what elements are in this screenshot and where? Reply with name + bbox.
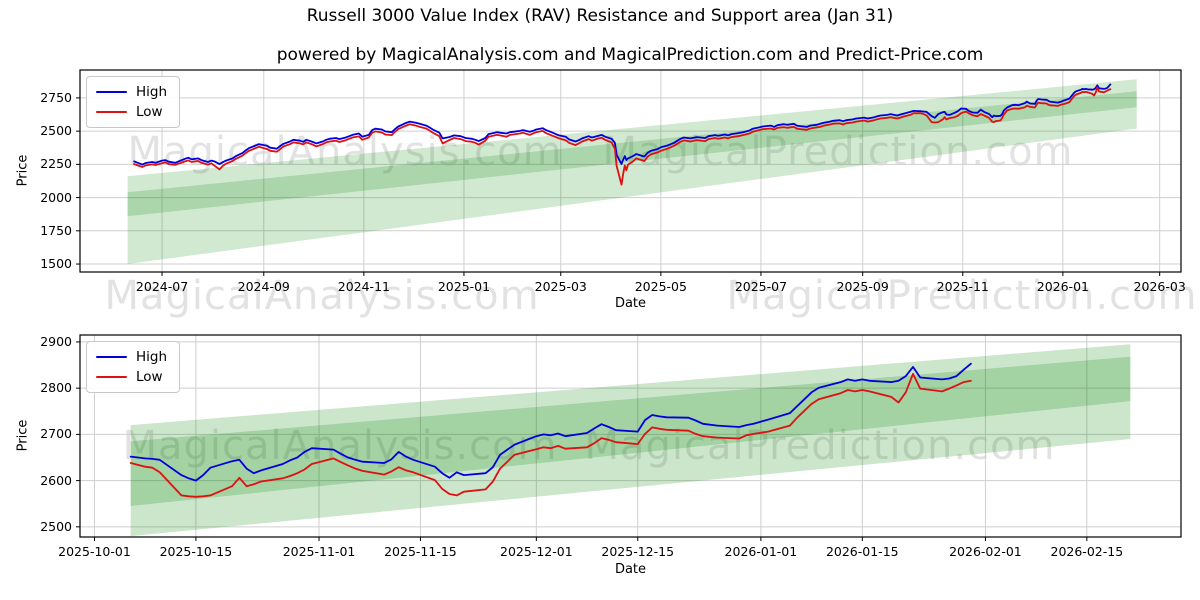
legend-label-low: Low bbox=[136, 369, 163, 385]
high-line-swatch bbox=[96, 90, 127, 94]
low-line-swatch bbox=[96, 375, 127, 379]
legend-item-high: High bbox=[96, 347, 167, 367]
legend-top: High Low bbox=[86, 76, 181, 128]
support-area bbox=[130, 356, 1131, 537]
resistance-area bbox=[130, 344, 1131, 506]
low-line bbox=[133, 86, 1112, 186]
chart-recent-detail bbox=[76, 334, 1182, 541]
legend-item-high: High bbox=[96, 82, 167, 102]
legend-label-high: High bbox=[136, 84, 168, 100]
legend-label-high: High bbox=[136, 349, 168, 365]
legend-label-low: Low bbox=[136, 104, 163, 120]
low-line-swatch bbox=[96, 110, 127, 114]
resistance-area bbox=[127, 79, 1137, 217]
support-area bbox=[127, 91, 1137, 264]
chart-overview bbox=[76, 69, 1182, 276]
high-line bbox=[133, 83, 1112, 166]
legend-item-low: Low bbox=[96, 102, 167, 122]
low-line bbox=[129, 372, 972, 498]
high-line-swatch bbox=[96, 355, 127, 359]
high-line bbox=[129, 362, 972, 482]
legend-item-low: Low bbox=[96, 367, 167, 387]
legend-bottom: High Low bbox=[86, 341, 181, 393]
